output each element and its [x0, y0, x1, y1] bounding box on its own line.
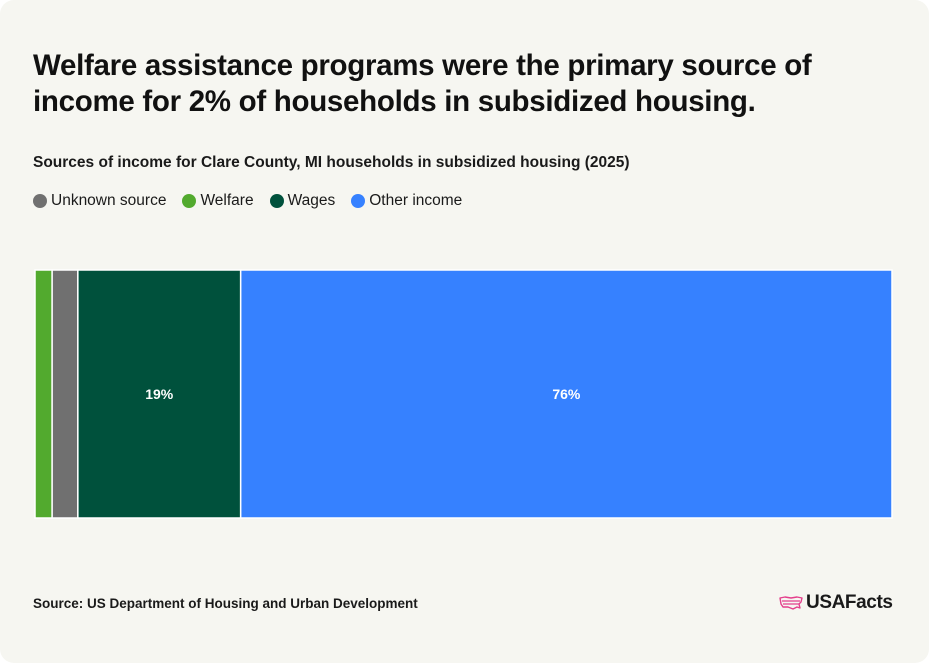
chart-subtitle: Sources of income for Clare County, MI h… — [33, 154, 630, 171]
legend-item-wages: Wages — [269, 192, 336, 210]
us-flag-map-icon — [779, 596, 803, 610]
legend-item-unknown-source: Unknown source — [33, 192, 166, 210]
data-label-wages: 19% — [145, 386, 174, 402]
legend-swatch-welfare — [182, 194, 197, 208]
bar-segment-other-income — [239, 269, 893, 519]
legend-item-welfare: Welfare — [182, 192, 254, 210]
bar-segment-welfare — [34, 269, 53, 519]
legend-label-unknown-source: Unknown source — [51, 192, 167, 209]
chart-headline: Welfare assistance programs were the pri… — [33, 49, 812, 118]
legend-label-wages: Wages — [287, 192, 336, 209]
legend-swatch-wages — [269, 194, 284, 208]
data-label-other-income: 76% — [552, 386, 581, 402]
brand-name: USAFacts — [806, 592, 893, 613]
chart-legend: Unknown source Welfare Wages Other incom… — [33, 192, 462, 210]
legend-item-other-income: Other income — [351, 192, 462, 210]
legend-swatch-unknown-source — [33, 194, 47, 208]
usafacts-logo: USAFacts — [779, 592, 893, 614]
legend-label-other-income: Other income — [369, 192, 463, 209]
source-note: Source: US Department of Housing and Urb… — [33, 596, 418, 611]
bar-segment-unknown-source — [51, 269, 79, 519]
legend-label-welfare: Welfare — [200, 192, 254, 209]
legend-swatch-other-income — [351, 194, 366, 208]
